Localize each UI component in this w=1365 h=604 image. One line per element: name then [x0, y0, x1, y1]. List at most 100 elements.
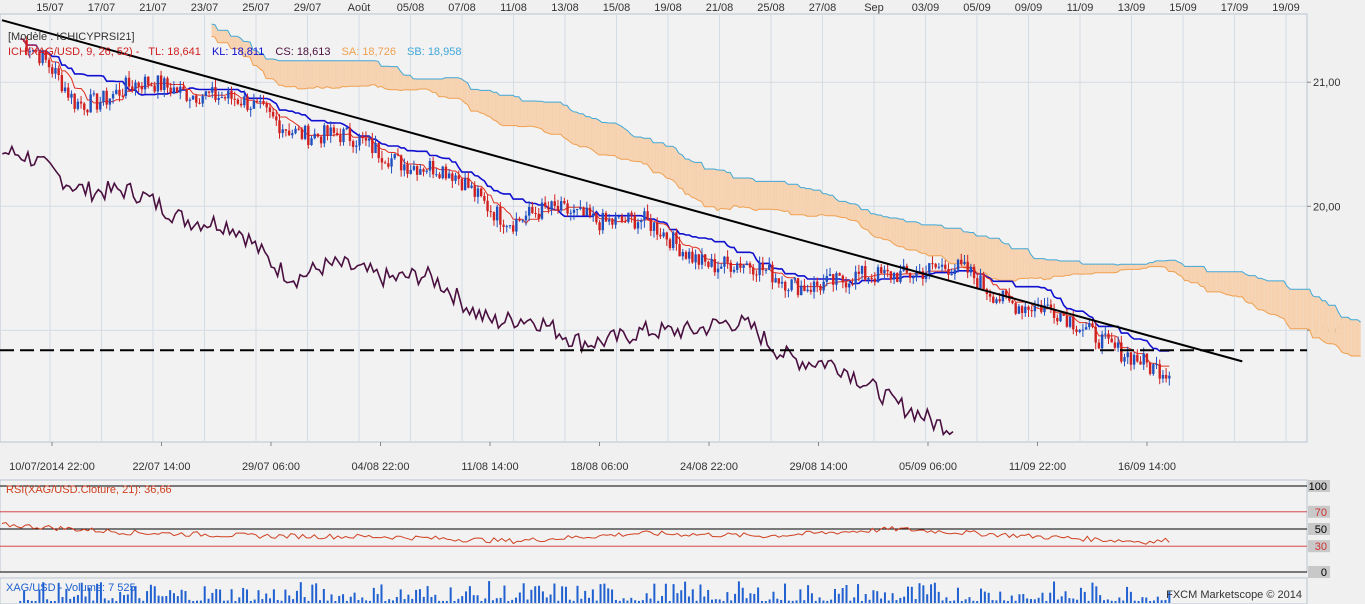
cloud-segment	[317, 60, 321, 88]
volume-bar	[768, 599, 771, 603]
cloud-segment	[1079, 261, 1083, 275]
cloud-segment	[259, 53, 263, 72]
volume-bar	[349, 596, 352, 603]
volume-bar	[780, 599, 783, 603]
volume-bar	[549, 594, 552, 603]
candle-body	[729, 262, 733, 272]
top-date-label: Août	[348, 2, 371, 14]
candle-body	[860, 266, 864, 274]
candle-body	[415, 166, 419, 175]
volume-bar	[649, 598, 652, 603]
cloud-segment	[1335, 305, 1339, 348]
cloud-segment	[1143, 264, 1147, 269]
rsi-line	[1, 521, 1170, 545]
candle-body	[771, 264, 774, 283]
volume-bar	[791, 600, 794, 603]
cloud-segment	[1251, 275, 1256, 307]
volume-bar	[353, 592, 356, 603]
volume-bar	[872, 590, 875, 603]
candle-body	[572, 209, 576, 213]
cloud-segment	[435, 78, 439, 97]
cloud-segment	[634, 136, 638, 162]
candle-body	[912, 277, 915, 279]
volume-bar	[165, 595, 168, 603]
volume-bar	[930, 584, 933, 603]
candle-body	[35, 50, 38, 52]
cloud-segment	[365, 60, 369, 86]
candle-body	[697, 254, 701, 265]
volume-bar	[903, 596, 906, 603]
candle-body	[470, 185, 473, 188]
top-date-label: 15/07	[36, 2, 64, 14]
candle-body	[627, 212, 630, 222]
cloud-segment	[522, 100, 526, 127]
y-tick-label: 20,00	[1313, 201, 1341, 213]
top-date-label: 23/07	[191, 2, 219, 14]
volume-bar	[188, 599, 191, 603]
candle-body	[457, 175, 460, 179]
volume-bar	[849, 600, 852, 603]
volume-bar	[57, 582, 60, 603]
volume-bar	[1106, 599, 1109, 603]
volume-bar	[611, 589, 614, 603]
cloud-segment	[605, 122, 609, 156]
cloud-segment	[1047, 259, 1051, 280]
volume-bar	[484, 598, 487, 603]
volume-bar	[841, 588, 844, 603]
cloud-segment	[611, 122, 615, 156]
cloud-segment	[291, 60, 295, 87]
candle-body	[1155, 364, 1158, 366]
volume-bar	[99, 582, 102, 603]
legend-sa: SA: 18,726	[342, 46, 396, 58]
cloud-segment	[378, 61, 382, 88]
cloud-segment	[685, 159, 689, 195]
candle-body	[812, 281, 816, 292]
cloud-segment	[531, 100, 535, 127]
volume-bar	[53, 600, 56, 603]
top-date-label: 21/07	[139, 2, 167, 14]
volume-bar	[388, 599, 391, 603]
candle-body	[726, 256, 729, 263]
candle-body	[361, 136, 364, 139]
cloud-segment	[1235, 271, 1240, 298]
volume-bar	[914, 599, 917, 603]
cloud-segment	[758, 181, 763, 210]
volume-bar	[853, 597, 856, 603]
candle-body	[787, 290, 790, 292]
cloud-segment	[624, 128, 628, 160]
cloud-segment	[390, 66, 395, 90]
cloud-segment	[842, 201, 846, 218]
candle-body	[1078, 329, 1081, 332]
candle-body	[553, 201, 556, 206]
candle-body	[499, 206, 502, 225]
cloud-segment	[669, 146, 673, 181]
cloud-segment	[906, 221, 910, 251]
candle-body	[620, 216, 624, 222]
top-date-label: 05/09	[963, 2, 991, 14]
volume-bar	[530, 589, 533, 603]
cloud-segment	[877, 214, 881, 238]
cloud-segment	[445, 77, 449, 99]
candle-body	[681, 252, 685, 257]
volume-bar	[807, 585, 810, 603]
cloud-segment	[282, 60, 286, 87]
candle-body	[1148, 362, 1152, 374]
cloud-segment	[1239, 271, 1243, 298]
cloud-segment	[1242, 271, 1246, 302]
candle-body	[399, 155, 403, 171]
candle-body	[720, 266, 723, 269]
volume-bar	[614, 599, 617, 603]
candle-body	[953, 269, 957, 275]
cloud-segment	[211, 24, 215, 38]
cloud-segment	[717, 169, 721, 211]
volume-bar	[372, 587, 375, 603]
rsi-panel[interactable]	[0, 479, 1308, 573]
volume-bar	[219, 589, 222, 603]
volume-bar	[803, 600, 806, 603]
volume-bar	[365, 600, 368, 603]
candle-body	[950, 274, 953, 276]
candle-body	[569, 212, 572, 214]
rsi-chart: 100 70 50 30 0	[0, 480, 1330, 579]
indicator-legend: ICH(XAG/USD, 9, 26, 52) - TL: 18,641 KL:…	[8, 46, 461, 58]
candle-body	[508, 225, 512, 227]
